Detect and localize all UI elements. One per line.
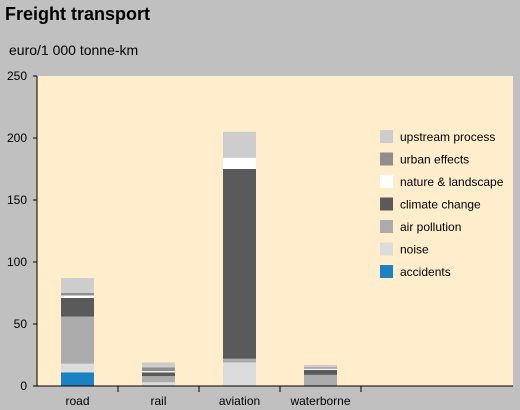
bar-group — [61, 131, 337, 386]
legend-swatch-upstream-process — [380, 130, 393, 143]
x-category-label-rail: rail — [150, 394, 166, 408]
y-tick-label-250: 250 — [7, 69, 27, 83]
bar-aviation-climate-change — [223, 169, 256, 359]
x-category-label-waterborne: waterborne — [289, 394, 350, 408]
bar-road-accidents — [61, 372, 94, 386]
y-axis-ticks: 0 50 100 150 200 250 — [7, 69, 37, 393]
legend-label-upstream-process: upstream process — [400, 130, 495, 144]
legend-label-nature-landscape: nature & landscape — [400, 175, 504, 189]
bar-rail-climate-change — [142, 372, 175, 377]
bar-road-noise — [61, 363, 94, 373]
bar-road-climate-change — [61, 297, 94, 317]
legend-swatch-climate-change — [380, 197, 393, 211]
legend-label-urban-effects: urban effects — [400, 153, 469, 167]
bar-road-air-pollution — [61, 316, 94, 364]
bar-rail-nature-landscape — [142, 371, 175, 373]
bar-road-upstream-process — [61, 278, 94, 293]
bar-waterborne-nature-landscape — [304, 368, 337, 370]
y-tick-label-0: 0 — [20, 379, 27, 393]
y-tick-label-50: 50 — [14, 317, 28, 331]
legend-label-noise: noise — [400, 243, 429, 257]
legend-label-accidents: accidents — [400, 265, 451, 279]
legend-swatch-nature-landscape — [380, 175, 393, 188]
legend-swatch-air-pollution — [380, 220, 393, 233]
y-axis-unit-label: euro/1 000 tonne-km — [9, 42, 138, 58]
bar-waterborne-upstream-process — [304, 364, 337, 368]
legend: upstream process urban effects nature & la… — [380, 130, 504, 279]
chart-title: Freight transport — [5, 4, 150, 24]
bar-road-nature-landscape — [61, 295, 94, 298]
bar-aviation-noise — [223, 362, 256, 386]
legend-swatch-noise — [380, 242, 393, 256]
bar-rail-noise — [142, 382, 175, 386]
bar-rail-air-pollution — [142, 376, 175, 383]
y-tick-label-200: 200 — [7, 131, 27, 145]
bar-road-urban-effects — [61, 293, 94, 296]
legend-label-climate-change: climate change — [400, 198, 481, 212]
bar-waterborne-air-pollution — [304, 374, 337, 386]
legend-swatch-urban-effects — [380, 152, 393, 166]
bar-aviation-upstream-process — [223, 131, 256, 158]
bar-waterborne-urban-effects — [304, 367, 337, 369]
bar-rail-urban-effects — [142, 367, 175, 372]
bar-waterborne-climate-change — [304, 369, 337, 375]
y-tick-label-150: 150 — [7, 193, 27, 207]
bar-aviation-nature-landscape — [223, 157, 256, 169]
legend-label-air-pollution: air pollution — [400, 220, 461, 234]
bar-aviation-air-pollution — [223, 358, 256, 363]
x-axis-categories: road rail aviation waterborne — [65, 386, 362, 408]
y-tick-label-100: 100 — [7, 255, 27, 269]
x-category-label-aviation: aviation — [219, 394, 260, 408]
plot-area — [37, 76, 513, 386]
legend-swatch-accidents — [380, 265, 393, 278]
x-category-label-road: road — [65, 394, 89, 408]
bar-rail-upstream-process — [142, 362, 175, 368]
